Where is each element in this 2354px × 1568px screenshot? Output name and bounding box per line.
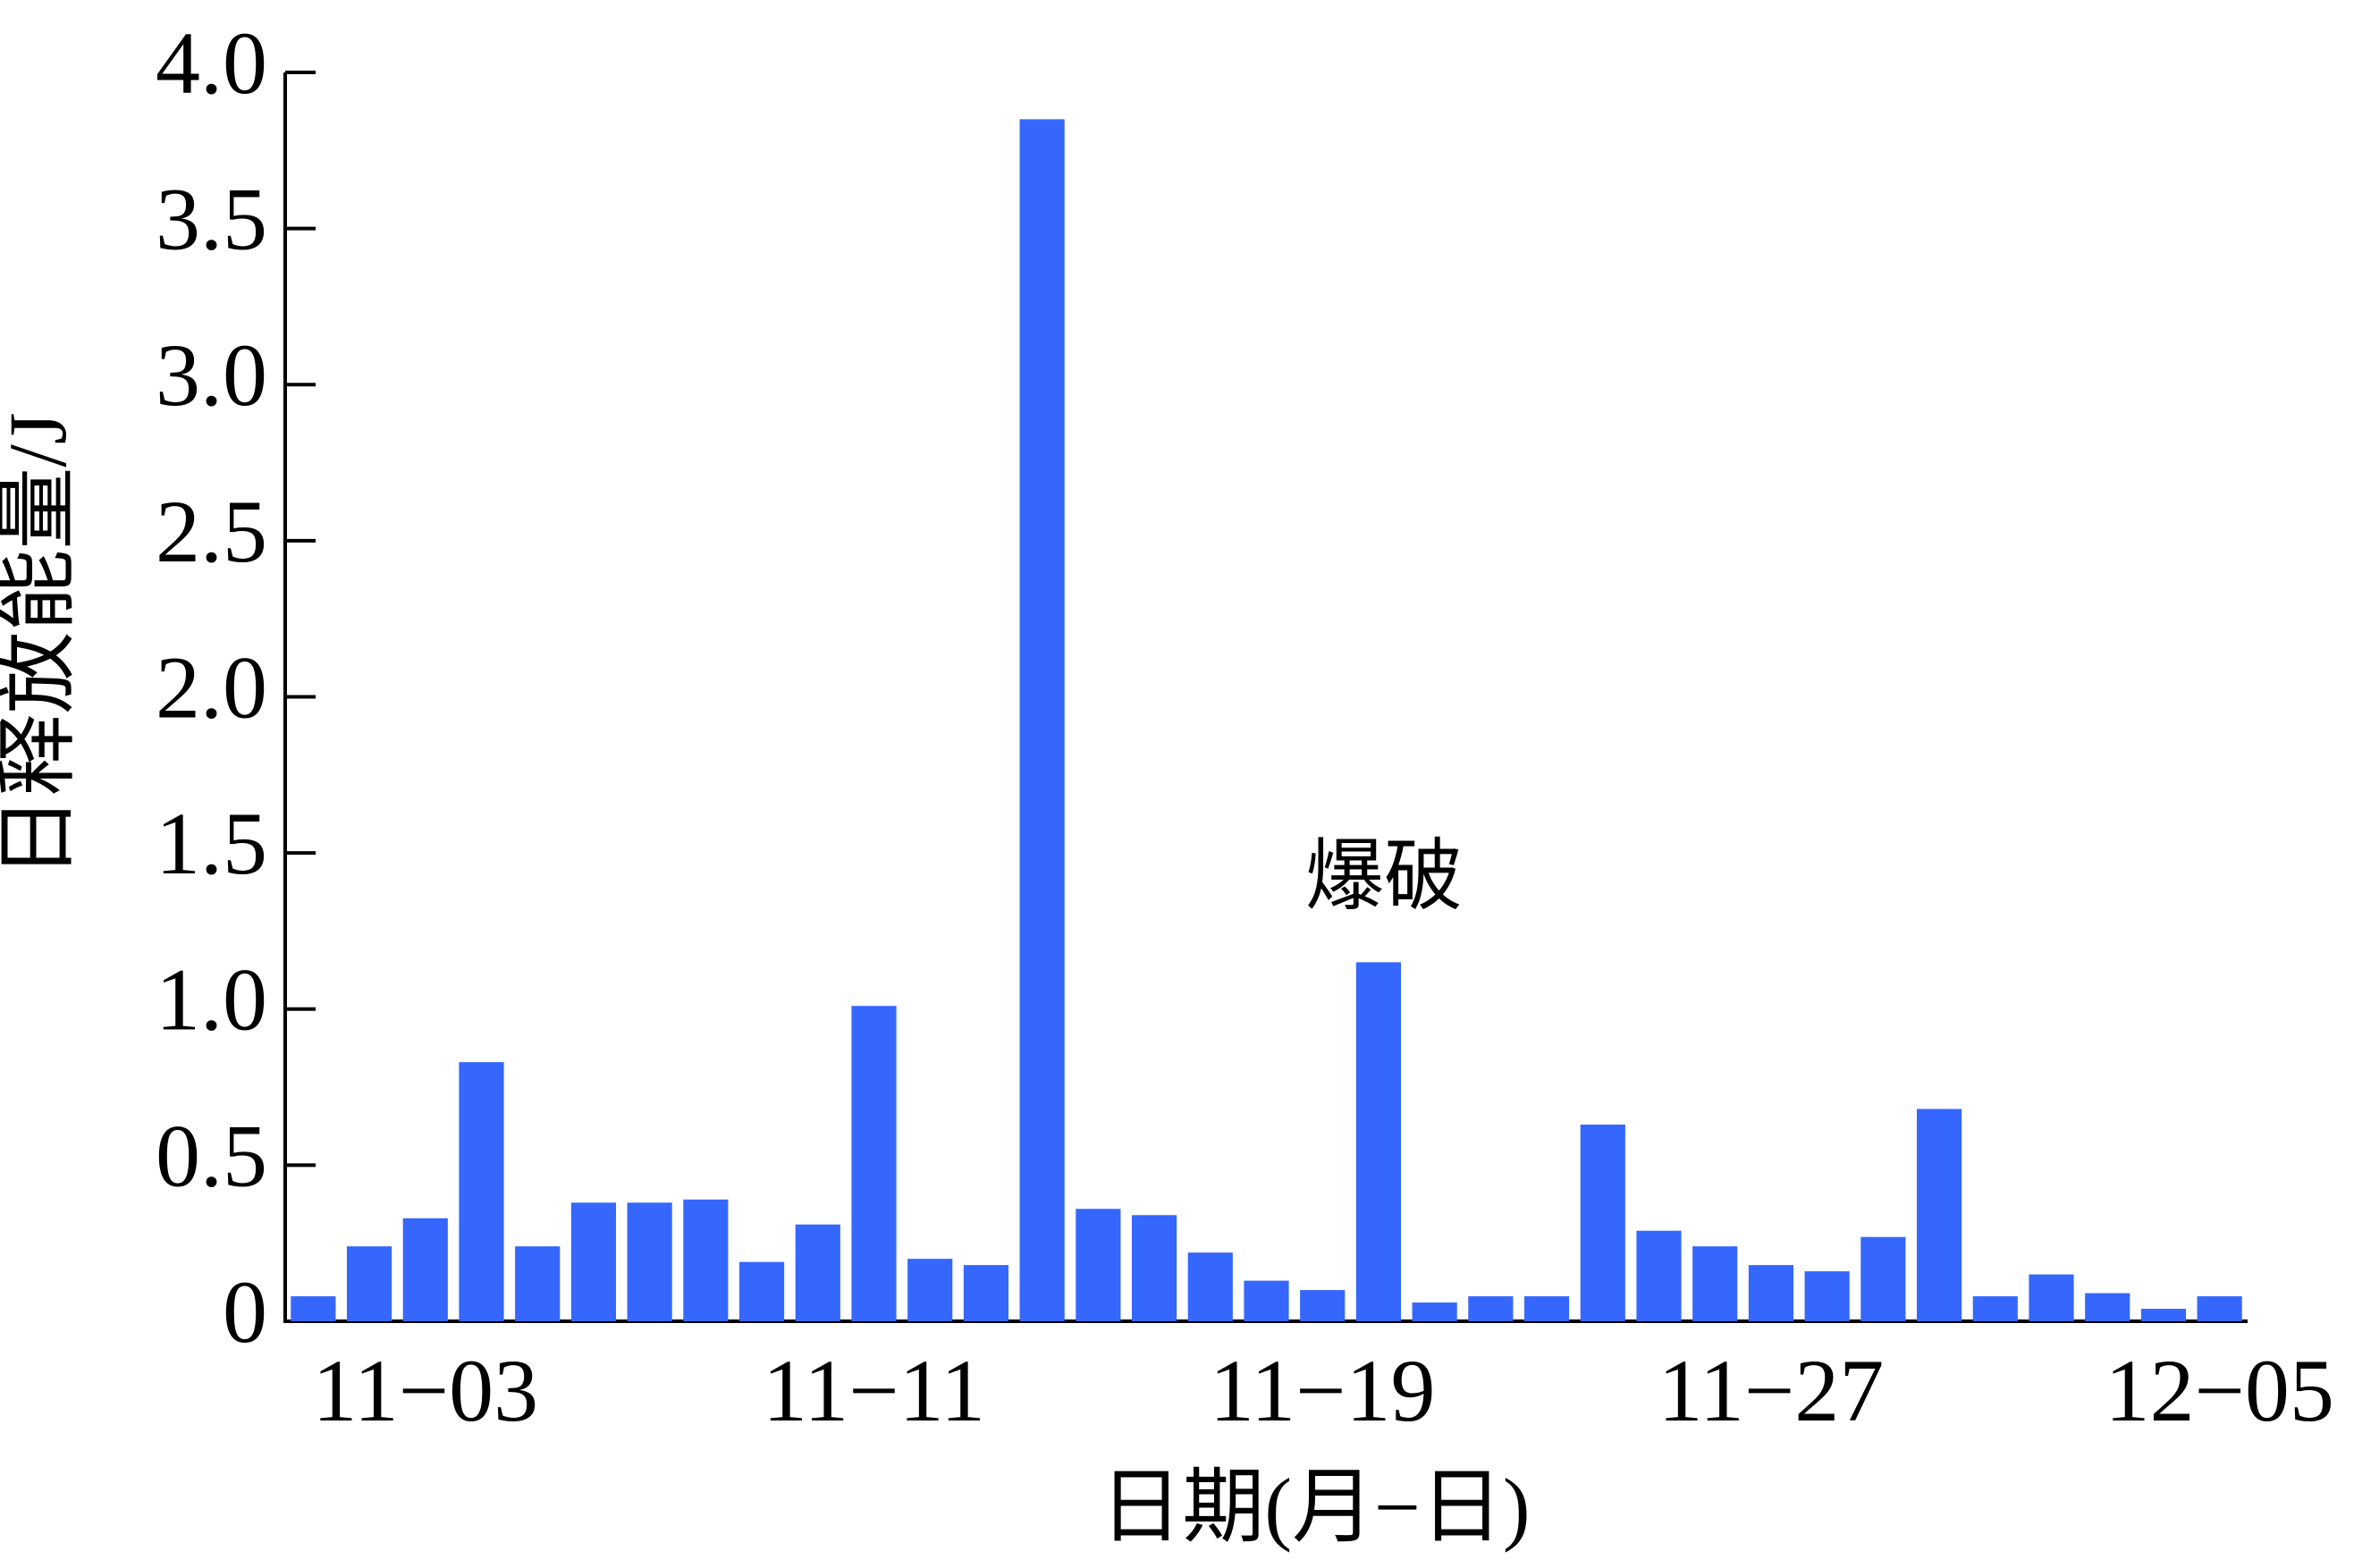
bar (1916, 1109, 1962, 1321)
y-tick-label: 3.5 (156, 170, 267, 269)
y-tick-label: 2.0 (156, 637, 267, 737)
bar (515, 1246, 561, 1321)
y-axis-title: 日释放能量/J (0, 412, 83, 878)
x-tick-label: 11−11 (763, 1341, 985, 1440)
bar (627, 1202, 672, 1321)
y-tick-label: 0 (223, 1262, 267, 1361)
x-tick-label: 11−03 (312, 1341, 538, 1440)
bar (570, 1202, 617, 1321)
bar (1636, 1230, 1682, 1321)
x-axis-title: 日期(月−日) (1100, 1462, 1530, 1553)
bar (1860, 1236, 1906, 1321)
y-tick-label: 1.5 (156, 794, 267, 893)
bar (1187, 1252, 1233, 1321)
bar (1804, 1271, 1850, 1321)
bar (402, 1218, 448, 1321)
x-tick-label: 11−27 (1658, 1341, 1885, 1440)
bar (459, 1062, 504, 1321)
bar (1523, 1296, 1570, 1321)
bar (1972, 1296, 2018, 1321)
x-tick-label: 12−05 (2105, 1341, 2333, 1440)
bar (346, 1246, 392, 1321)
x-tick-label: 11−19 (1210, 1341, 1436, 1440)
bar (683, 1199, 729, 1321)
bar (1076, 1209, 1121, 1321)
bar (2197, 1296, 2242, 1321)
annotation: 爆破 (1305, 834, 1463, 921)
bar (963, 1265, 1009, 1321)
bar (1355, 962, 1402, 1321)
bar (1580, 1124, 1625, 1321)
bar (2140, 1309, 2187, 1321)
bar (291, 1296, 336, 1321)
bar (1748, 1265, 1794, 1321)
y-tick-label: 1.0 (156, 950, 267, 1050)
bar (738, 1261, 785, 1321)
bar (1692, 1246, 1738, 1321)
bar (1468, 1296, 1514, 1321)
y-tick-label: 4.0 (156, 13, 267, 113)
bar (1019, 119, 1065, 1322)
bar (1412, 1302, 1457, 1321)
bar (2029, 1274, 2074, 1321)
bar (795, 1224, 840, 1321)
y-tick-label: 3.0 (156, 325, 267, 425)
y-tick-label: 2.5 (156, 482, 267, 581)
bar (907, 1259, 953, 1321)
bar (1300, 1290, 1346, 1321)
y-tick-label: 0.5 (156, 1106, 267, 1205)
bar (1131, 1215, 1177, 1321)
bar (2085, 1293, 2130, 1321)
bar (1244, 1280, 1289, 1321)
bar (851, 1006, 897, 1321)
